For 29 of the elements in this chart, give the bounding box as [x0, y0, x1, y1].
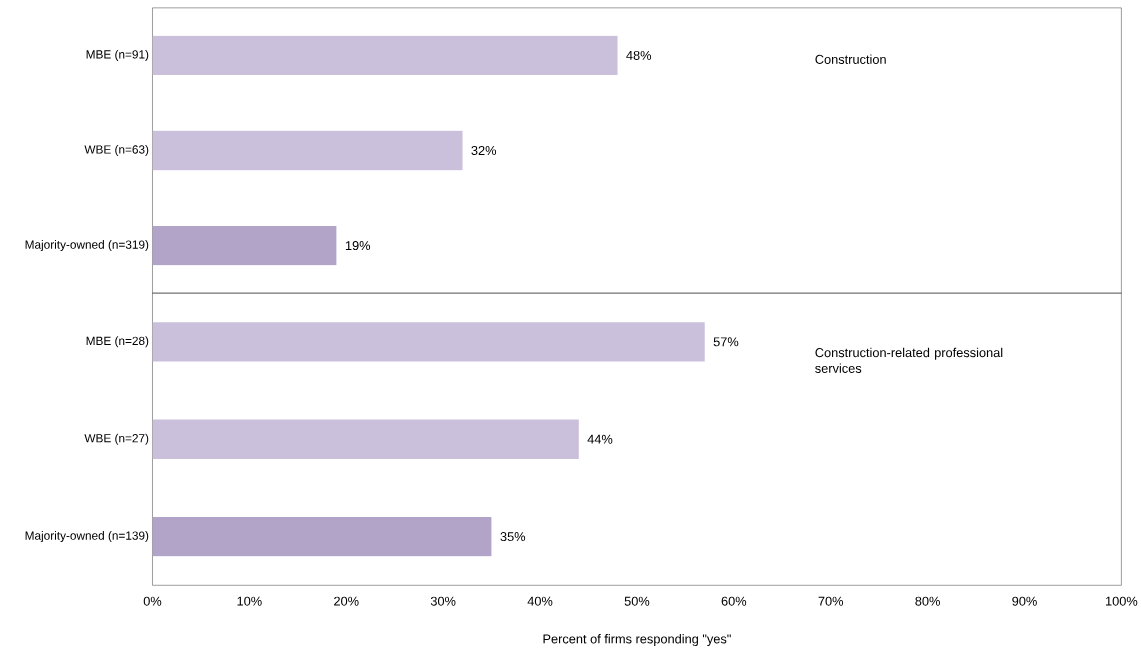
x-tick-label: 40%: [527, 596, 553, 606]
data-label: 19%: [345, 241, 371, 251]
bar: [152, 419, 579, 459]
annotation: Construction-related professional services: [815, 347, 1003, 373]
data-label: 44%: [587, 434, 613, 444]
y-tick-label: WBE (n=27): [84, 433, 149, 445]
y-tick-label: MBE (n=91): [86, 49, 149, 61]
x-tick-label: 90%: [1012, 596, 1037, 606]
x-tick-label: 100%: [1106, 596, 1138, 606]
x-tick-label: 10%: [237, 596, 262, 606]
x-tick-label: 80%: [915, 596, 940, 606]
data-label: 48%: [626, 50, 652, 60]
x-axis-title: Percent of firms responding "yes": [543, 634, 731, 647]
x-tick-label: 30%: [430, 596, 456, 606]
y-tick-label: MBE (n=28): [86, 336, 149, 348]
data-label: 35%: [500, 532, 526, 542]
x-tick-label: 20%: [334, 596, 359, 606]
y-tick-label: WBE (n=63): [84, 145, 149, 157]
y-tick-label: Majority-owned (n=319): [25, 240, 149, 252]
y-tick-label: Majority-owned (n=139): [25, 531, 149, 543]
annotation: Construction: [815, 54, 886, 64]
x-tick-label: 70%: [818, 596, 844, 606]
x-tick-label: 0%: [143, 596, 162, 606]
data-label: 32%: [471, 146, 497, 156]
bar: [152, 516, 492, 557]
data-label: 57%: [713, 337, 739, 347]
x-tick-label: 60%: [721, 596, 747, 606]
bar: [152, 322, 705, 362]
x-tick-label: 50%: [624, 596, 650, 606]
